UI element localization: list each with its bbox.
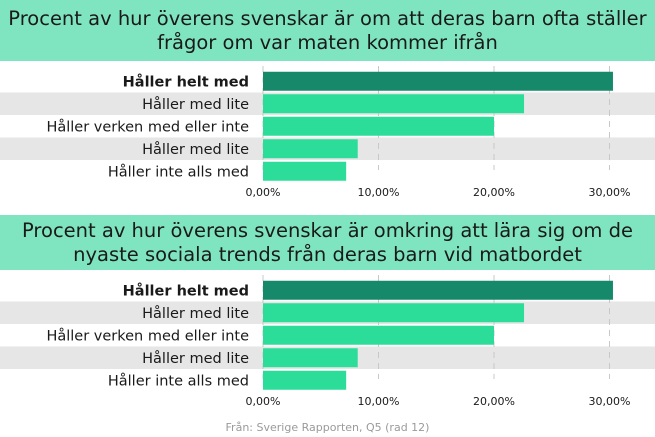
- bar-2: [263, 94, 525, 114]
- category-label-5: Håller inte alls med: [108, 163, 249, 180]
- x-tick-label: 0,00%: [246, 395, 281, 408]
- bar-4: [263, 348, 358, 368]
- bar-3: [263, 325, 494, 345]
- chart-1: Håller helt med Håller med lite Håller ver…: [0, 66, 655, 199]
- source-note: Från: Sverige Rapporten, Q5 (rad 12): [225, 421, 430, 434]
- chart-2-title: Procent av hur överens svenskar är omkri…: [0, 215, 655, 270]
- bar-4: [263, 139, 358, 159]
- x-tick-label: 30,00%: [589, 395, 631, 408]
- category-label-4: Håller med lite: [142, 350, 249, 367]
- chart-2: Håller helt med Håller med lite Håller ver…: [0, 275, 655, 408]
- chart-1-title: Procent av hur överens svenskar är om at…: [0, 0, 655, 61]
- x-tick-label: 30,00%: [589, 186, 631, 199]
- category-label-1: Håller helt med: [123, 282, 249, 299]
- bar-1: [263, 71, 613, 91]
- category-label-2: Håller med lite: [142, 96, 249, 113]
- category-label-3: Håller verken med eller inte: [46, 327, 249, 344]
- bar-1: [263, 280, 613, 300]
- category-label-1: Håller helt med: [123, 73, 249, 90]
- bar-2: [263, 303, 525, 323]
- category-label-5: Håller inte alls med: [108, 372, 249, 389]
- x-tick-label: 0,00%: [246, 186, 281, 199]
- bar-3: [263, 116, 494, 136]
- x-tick-label: 10,00%: [358, 395, 400, 408]
- category-label-3: Håller verken med eller inte: [46, 118, 249, 135]
- x-tick-label: 20,00%: [473, 395, 515, 408]
- category-label-4: Håller med lite: [142, 141, 249, 158]
- x-tick-label: 20,00%: [473, 186, 515, 199]
- bar-5: [263, 370, 347, 390]
- category-label-2: Håller med lite: [142, 305, 249, 322]
- bar-5: [263, 161, 347, 181]
- x-tick-label: 10,00%: [358, 186, 400, 199]
